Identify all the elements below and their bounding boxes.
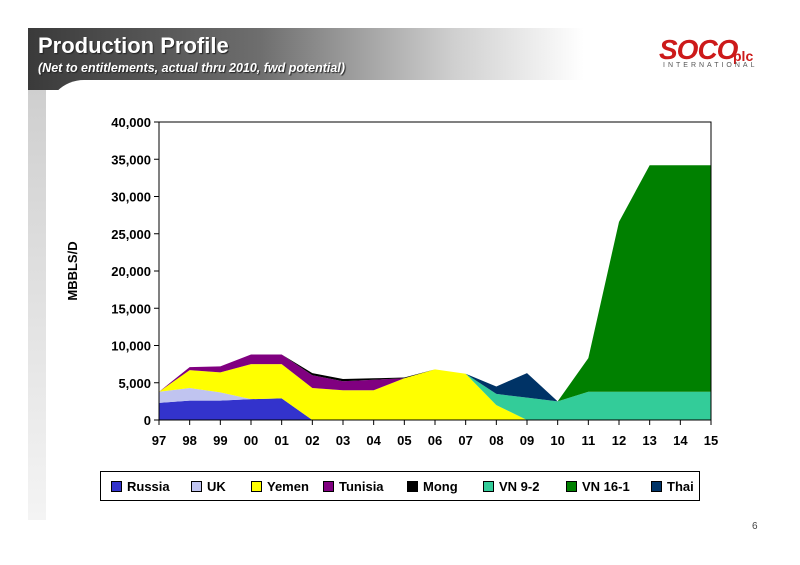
chart-areas [159,165,711,420]
page-number: 6 [752,521,758,532]
legend-item-mong: Mong [407,479,458,494]
legend-label: VN 16-1 [582,479,630,494]
x-tick-label: 12 [612,433,626,448]
y-tick-label: 35,000 [111,152,151,167]
x-tick-label: 02 [305,433,319,448]
legend-item-russia: Russia [111,479,170,494]
logo-suffix: plc [733,48,754,64]
x-tick-label: 00 [244,433,258,448]
x-tick-label: 07 [458,433,472,448]
x-tick-label: 13 [642,433,656,448]
legend-item-uk: UK [191,479,226,494]
area-series-vn-16-1 [159,165,711,402]
legend-label: Russia [127,479,170,494]
legend-swatch [566,481,577,492]
y-axis: 0 5,000 10,000 15,000 20,000 25,000 30,000 35,0… [111,115,159,428]
chart-legend: Russia UK Yemen Tunisia Mong VN 9-2 VN 16-1 Tha… [100,471,700,501]
legend-swatch [251,481,262,492]
legend-swatch [323,481,334,492]
x-tick-label: 99 [213,433,227,448]
legend-item-yemen: Yemen [251,479,309,494]
legend-swatch [191,481,202,492]
y-tick-label: 5,000 [118,376,151,391]
logo-tagline: INTERNATIONAL [663,62,758,69]
x-axis: 97 98 99 00 01 02 03 04 05 06 07 08 09 10 11 12 13 14 15 [152,420,718,448]
logo-wordmark: SOCO [659,34,738,65]
y-tick-label: 10,000 [111,339,151,354]
legend-swatch [483,481,494,492]
legend-label: UK [207,479,226,494]
x-tick-label: 15 [704,433,718,448]
legend-item-thai: Thai [651,479,694,494]
y-tick-label: 30,000 [111,190,151,205]
legend-label: Thai [667,479,694,494]
x-tick-label: 10 [550,433,564,448]
legend-label: Mong [423,479,458,494]
y-tick-label: 15,000 [111,301,151,316]
x-tick-label: 14 [673,433,688,448]
legend-item-vn-9-2: VN 9-2 [483,479,539,494]
legend-swatch [651,481,662,492]
x-tick-label: 03 [336,433,350,448]
x-tick-label: 01 [274,433,288,448]
y-axis-title: MBBLS/D [65,241,80,300]
y-tick-label: 25,000 [111,227,151,242]
area-series-yemen [159,364,711,420]
x-tick-label: 04 [366,433,381,448]
x-tick-label: 11 [581,433,595,448]
area-series-tunisia [159,354,711,420]
header-bar [28,28,800,90]
company-logo: SOCO plc INTERNATIONAL [655,34,765,72]
y-tick-label: 0 [144,413,151,428]
x-tick-label: 09 [520,433,534,448]
y-tick-label: 20,000 [111,264,151,279]
x-tick-label: 06 [428,433,442,448]
legend-label: Tunisia [339,479,384,494]
page-subtitle: (Net to entitlements, actual thru 2010, … [38,61,345,75]
page-title: Production Profile [38,33,229,58]
x-tick-label: 05 [397,433,411,448]
x-tick-label: 08 [489,433,503,448]
y-tick-label: 40,000 [111,115,151,130]
x-tick-label: 97 [152,433,166,448]
legend-item-vn-16-1: VN 16-1 [566,479,630,494]
legend-swatch [407,481,418,492]
legend-label: VN 9-2 [499,479,540,494]
area-series-russia [159,398,711,420]
area-series-vn-9-2 [159,354,711,420]
left-decor-strip [28,90,46,520]
legend-label: Yemen [267,479,309,494]
legend-item-tunisia: Tunisia [323,479,384,494]
legend-swatch [111,481,122,492]
x-tick-label: 98 [182,433,196,448]
